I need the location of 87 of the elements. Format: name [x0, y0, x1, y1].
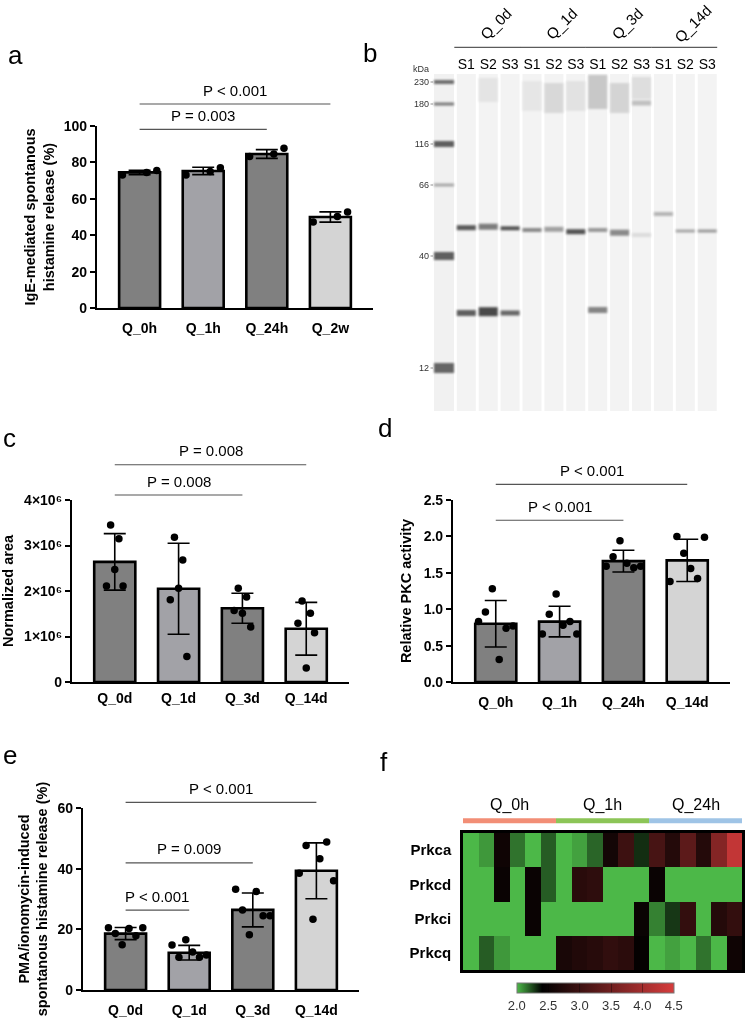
annotation: P < 0.001	[528, 498, 593, 515]
y-tick-label: 100	[63, 117, 88, 134]
text: 180	[413, 99, 429, 109]
category-label: S1	[523, 56, 541, 72]
y-axis-title: Normalized area	[0, 534, 16, 648]
text: 66	[418, 180, 429, 190]
text: Q_1h	[583, 796, 623, 814]
category-label: S2	[676, 56, 695, 72]
x-tick-label: Q_1d	[171, 1001, 207, 1018]
y-tick-label: 2.0	[423, 528, 444, 545]
x-tick-label: Q_1d	[161, 689, 197, 706]
annotation: P < 0.001	[125, 888, 190, 905]
y-axis-title: IgE-mediated spontanous histamine release (%)	[21, 128, 57, 306]
y-tick-label: 0.5	[423, 637, 444, 654]
y-tick-label: 2.5	[423, 491, 444, 508]
annotation: P = 0.009	[157, 840, 222, 857]
category-label: S3	[632, 56, 651, 72]
x-tick-label: Q_0h	[478, 693, 514, 710]
category-label: S3	[501, 56, 519, 72]
y-tick-label: 20	[57, 921, 74, 938]
color-bar-label: 2.5	[539, 997, 558, 1013]
category-label: S1	[654, 56, 673, 72]
x-tick-label: Q_3d	[224, 689, 260, 706]
category-label: S1	[457, 56, 476, 72]
chart-title: d	[378, 413, 393, 444]
chart-title: f	[380, 747, 388, 778]
category-label: S3	[698, 56, 716, 72]
y-axis-title: Relative PKC activity	[397, 518, 414, 664]
y-tick-label: 40	[57, 860, 74, 877]
text: Q_0h	[490, 796, 530, 814]
color-bar-label: 3.0	[570, 997, 589, 1013]
y-tick-label: Prkci	[414, 909, 452, 927]
x-tick-label: Q_24h	[245, 319, 289, 336]
chart-title: e	[3, 740, 18, 771]
x-tick-label: Q_3d	[235, 1001, 271, 1018]
x-tick-label: Q_1h	[185, 319, 221, 336]
y-tick-label: 0	[65, 981, 74, 998]
y-tick-label: Prkcd	[409, 875, 452, 893]
chart-title: c	[3, 423, 16, 454]
color-bar-label: 4.0	[633, 997, 652, 1013]
y-tick-label: 20	[71, 263, 88, 280]
text: Q_24h	[672, 796, 721, 814]
text: P < 0.001	[560, 462, 625, 479]
color-bar-label: 3.5	[601, 997, 621, 1013]
x-tick-label: Q_14d	[294, 1001, 338, 1018]
x-tick-label: Q_0h	[122, 319, 158, 336]
color-bar-label: 4.5	[664, 997, 683, 1013]
chart-title: a	[8, 40, 23, 71]
x-tick-label: Q_14d	[665, 693, 709, 710]
text: 116	[414, 139, 429, 149]
x-tick-label: Q_0d	[108, 1001, 144, 1018]
x-tick-label: Q_1h	[542, 693, 578, 710]
y-tick-label: 40	[71, 227, 88, 244]
text: P = 0.008	[147, 473, 212, 490]
y-tick-label: 1.5	[423, 564, 444, 581]
y-tick-label: Prkca	[410, 841, 452, 859]
category-label: S1	[589, 56, 607, 72]
category-label: S3	[567, 56, 585, 72]
text: 12	[418, 363, 429, 373]
text: P < 0.001	[203, 82, 268, 99]
y-tick-label: 4×10⁶	[24, 491, 63, 508]
x-tick-label: Q_24h	[602, 693, 645, 710]
x-tick-label: Q_2w	[311, 319, 350, 336]
text: kDa	[412, 64, 429, 74]
category-label: S2	[545, 56, 563, 72]
text: P = 0.003	[171, 107, 236, 124]
text: 230	[413, 77, 429, 87]
category-label: S2	[479, 56, 497, 72]
y-tick-label: 1×10⁶	[24, 628, 63, 645]
y-tick-label: 80	[71, 154, 88, 171]
text: P < 0.001	[189, 780, 254, 797]
y-tick-label: 0.0	[423, 673, 444, 690]
color-bar-label: 2.0	[507, 997, 526, 1013]
x-tick-label: Q_14d	[284, 689, 328, 706]
y-tick-label: 60	[57, 799, 74, 816]
y-tick-label: 0	[79, 299, 88, 316]
category-label: S2	[611, 56, 629, 72]
x-tick-label: Q_0d	[97, 689, 133, 706]
y-tick-label: 0	[54, 673, 63, 690]
text: b	[363, 38, 378, 68]
y-axis-title: PMA/ionomycin-induced spontanous histamine release (%)	[15, 781, 51, 1017]
y-tick-label: 60	[71, 190, 88, 207]
y-tick-label: 1.0	[423, 601, 444, 618]
y-tick-label: 2×10⁶	[24, 582, 63, 599]
y-tick-label: 3×10⁶	[24, 537, 63, 554]
y-tick-label: Prkcq	[409, 944, 452, 962]
text: P = 0.008	[179, 442, 244, 459]
